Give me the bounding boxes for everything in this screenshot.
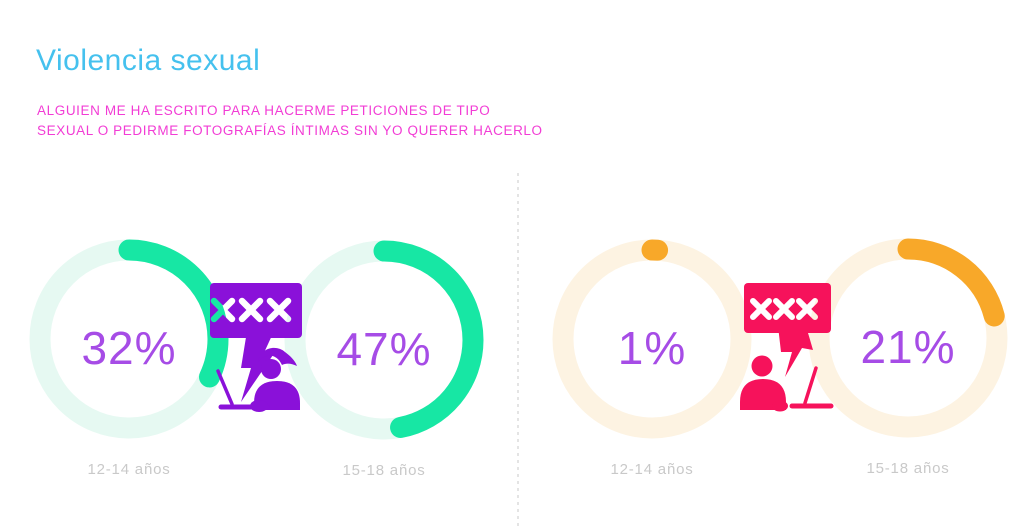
age-category-label: 15-18 años [342,462,426,479]
person-hand [772,400,788,412]
xxx-chat-bubble-lightning-person-laptop-icon [740,283,834,412]
chat-bubble [744,283,831,333]
donut-progress-arc [284,240,484,440]
percentage-value: 21% [860,321,956,373]
person-head [751,355,773,377]
donut-progress-arc [552,239,752,439]
age-category-label: 12-14 años [610,461,694,478]
lightning-bolt-tail [241,331,274,402]
laptop-screen [803,366,818,405]
donut-progress-arc [808,238,1008,438]
percentage-value: 32% [81,322,177,374]
person-hair [258,347,297,366]
survey-question-line2: SEXUAL O PEDIRME FOTOGRAFÍAS ÍNTIMAS SIN… [37,122,543,138]
donut-ring-svg [808,238,1008,438]
vertical-dotted-divider [517,173,519,527]
lightning-bolt-tail [778,326,813,377]
donut-chart-group2-age15-18: 21% 15-18 años [802,232,1014,477]
donut-ring-svg [284,240,484,440]
age-category-label: 15-18 años [866,460,950,477]
donut-chart-group1-age12-14: 32% 12-14 años [23,233,235,478]
donut-chart-group2-age12-14: 1% 12-14 años [546,233,758,478]
percentage-value: 47% [336,323,432,375]
survey-question: ALGUIEN ME HA ESCRITO PARA HACERME PETIC… [37,101,543,140]
person-head [261,359,281,379]
age-category-label: 12-14 años [87,461,171,478]
page-title: Violencia sexual [36,44,261,77]
xxx-chat-bubble-lightning-person-laptop-icon [210,283,302,412]
survey-question-line1: ALGUIEN ME HA ESCRITO PARA HACERME PETIC… [37,103,491,118]
chat-bubble [210,283,302,338]
donut-chart-group1-age15-18: 47% 15-18 años [278,234,490,479]
donut-progress-arc [29,239,229,439]
donut-ring-svg [552,239,752,439]
donut-ring-svg [29,239,229,439]
percentage-value: 1% [617,322,687,374]
laptop-screen [216,369,234,406]
